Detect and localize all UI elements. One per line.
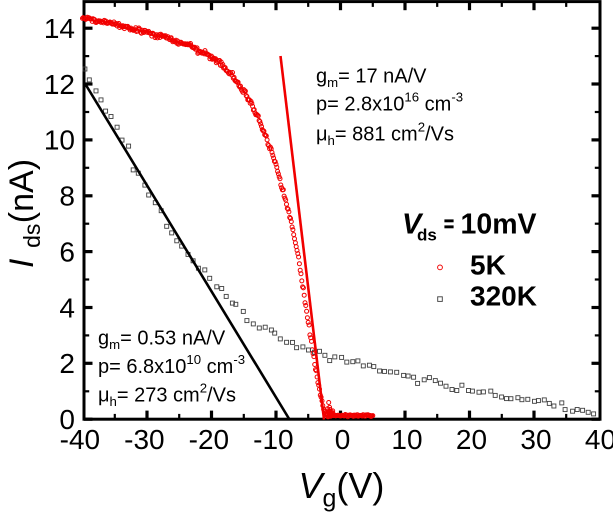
svg-text:μh= 273 cm2/Vs: μh= 273 cm2/Vs <box>98 381 236 410</box>
svg-text:-40: -40 <box>60 424 100 455</box>
svg-text:5K: 5K <box>470 250 506 281</box>
svg-text:Ids(nA): Ids(nA) <box>3 159 45 268</box>
svg-text:40: 40 <box>585 424 613 455</box>
svg-text:0: 0 <box>335 424 351 455</box>
svg-text:Vg(V): Vg(V) <box>299 465 385 513</box>
svg-text:20: 20 <box>456 424 487 455</box>
svg-text:10mV: 10mV <box>461 209 537 241</box>
svg-text:6: 6 <box>59 236 75 267</box>
svg-text:-20: -20 <box>189 424 229 455</box>
svg-text:4: 4 <box>59 292 75 323</box>
svg-text:8: 8 <box>59 181 75 212</box>
svg-text:V: V <box>402 209 424 241</box>
svg-text:2: 2 <box>59 348 75 379</box>
svg-text:gm= 0.53 nA/V: gm= 0.53 nA/V <box>98 328 226 353</box>
svg-text:0: 0 <box>59 404 75 435</box>
svg-text:ds: ds <box>417 225 437 244</box>
svg-text:p= 6.8x1010 cm-3: p= 6.8x1010 cm-3 <box>98 352 245 378</box>
svg-text:30: 30 <box>520 424 551 455</box>
svg-text:14: 14 <box>44 13 75 44</box>
svg-text:10: 10 <box>391 424 422 455</box>
svg-text:gm= 17 nA/V: gm= 17 nA/V <box>316 66 427 91</box>
svg-text:12: 12 <box>44 69 75 100</box>
svg-text:320K: 320K <box>470 281 537 312</box>
svg-text:μh= 881 cm2/Vs: μh= 881 cm2/Vs <box>316 120 454 149</box>
svg-text:-10: -10 <box>253 424 293 455</box>
svg-text:-30: -30 <box>124 424 164 455</box>
svg-text:10: 10 <box>44 125 75 156</box>
svg-text:p= 2.8x1016 cm-3: p= 2.8x1016 cm-3 <box>316 90 463 116</box>
